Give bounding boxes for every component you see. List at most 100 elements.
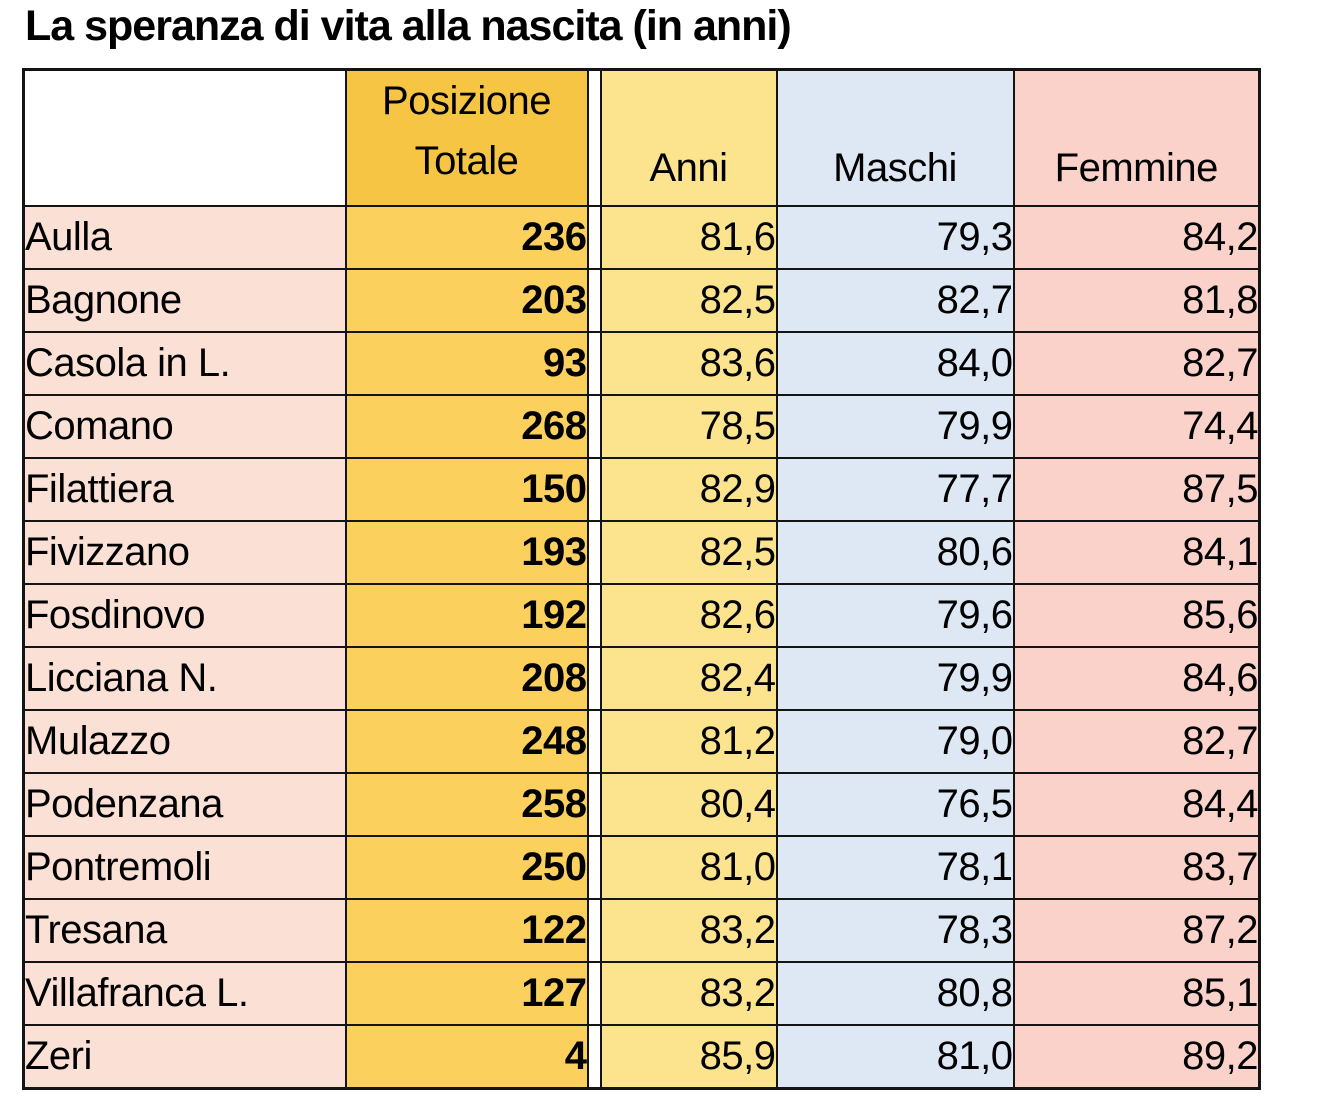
header-cell-anni: Anni [599, 68, 778, 207]
cell-anni: 85,9 [599, 1024, 778, 1089]
cell-anni: 80,4 [599, 772, 778, 837]
cell-femmine: 74,4 [1012, 394, 1261, 459]
cell-posizione: 122 [344, 898, 589, 963]
gap-column-cell [586, 457, 602, 522]
gap-column-cell [586, 646, 602, 711]
cell-anni: 81,6 [599, 205, 778, 270]
table-row: Casola in L. 93 83,6 84,0 82,7 [22, 331, 1261, 396]
table-row: Comano 268 78,5 79,9 74,4 [22, 394, 1261, 459]
cell-anni: 83,2 [599, 898, 778, 963]
cell-maschi: 81,0 [775, 1024, 1015, 1089]
cell-anni: 81,2 [599, 709, 778, 774]
cell-femmine: 84,6 [1012, 646, 1261, 711]
table-row: Filattiera 150 82,9 77,7 87,5 [22, 457, 1261, 522]
cell-femmine: 82,7 [1012, 709, 1261, 774]
cell-name: Aulla [22, 205, 347, 270]
cell-posizione: 193 [344, 520, 589, 585]
cell-maschi: 82,7 [775, 268, 1015, 333]
cell-maschi: 79,9 [775, 394, 1015, 459]
table-row: Podenzana 258 80,4 76,5 84,4 [22, 772, 1261, 837]
cell-anni: 81,0 [599, 835, 778, 900]
table-row: Fivizzano 193 82,5 80,6 84,1 [22, 520, 1261, 585]
cell-posizione: 4 [344, 1024, 589, 1089]
cell-name: Licciana N. [22, 646, 347, 711]
cell-posizione: 250 [344, 835, 589, 900]
header-posizione-line2: Totale [414, 139, 519, 183]
gap-column-cell [586, 520, 602, 585]
cell-anni: 83,6 [599, 331, 778, 396]
cell-maschi: 80,8 [775, 961, 1015, 1026]
header-cell-maschi: Maschi [775, 68, 1015, 207]
cell-anni: 82,6 [599, 583, 778, 648]
cell-femmine: 85,6 [1012, 583, 1261, 648]
gap-column-cell [586, 835, 602, 900]
gap-column-cell [586, 583, 602, 648]
cell-name: Bagnone [22, 268, 347, 333]
cell-posizione: 192 [344, 583, 589, 648]
gap-column-cell [586, 268, 602, 333]
cell-femmine: 83,7 [1012, 835, 1261, 900]
cell-name: Comano [22, 394, 347, 459]
cell-posizione: 150 [344, 457, 589, 522]
gap-column-cell [586, 1024, 602, 1089]
cell-maschi: 79,0 [775, 709, 1015, 774]
cell-name: Villafranca L. [22, 961, 347, 1026]
cell-posizione: 203 [344, 268, 589, 333]
table-row: Fosdinovo 192 82,6 79,6 85,6 [22, 583, 1261, 648]
header-cell-gap [586, 68, 602, 207]
cell-femmine: 82,7 [1012, 331, 1261, 396]
gap-column-cell [586, 961, 602, 1026]
cell-maschi: 78,1 [775, 835, 1015, 900]
header-cell-posizione-totale: Posizione Totale [344, 68, 589, 207]
cell-name: Casola in L. [22, 331, 347, 396]
header-cell-name [22, 68, 347, 207]
cell-femmine: 84,2 [1012, 205, 1261, 270]
header-cell-femmine: Femmine [1012, 68, 1261, 207]
table-row: Bagnone 203 82,5 82,7 81,8 [22, 268, 1261, 333]
cell-posizione: 258 [344, 772, 589, 837]
cell-name: Podenzana [22, 772, 347, 837]
cell-anni: 82,5 [599, 520, 778, 585]
gap-column-cell [586, 898, 602, 963]
gap-column-cell [586, 772, 602, 837]
cell-anni: 82,4 [599, 646, 778, 711]
cell-maschi: 80,6 [775, 520, 1015, 585]
cell-posizione: 93 [344, 331, 589, 396]
cell-name: Mulazzo [22, 709, 347, 774]
cell-maschi: 79,9 [775, 646, 1015, 711]
cell-posizione: 127 [344, 961, 589, 1026]
life-expectancy-table: Posizione Totale Anni Maschi Femmine Aul… [22, 68, 1261, 1090]
table-row: Villafranca L. 127 83,2 80,8 85,1 [22, 961, 1261, 1026]
cell-anni: 82,9 [599, 457, 778, 522]
table-row: Tresana 122 83,2 78,3 87,2 [22, 898, 1261, 963]
table-row: Zeri 4 85,9 81,0 89,2 [22, 1024, 1261, 1089]
cell-anni: 82,5 [599, 268, 778, 333]
cell-name: Filattiera [22, 457, 347, 522]
cell-posizione: 208 [344, 646, 589, 711]
cell-anni: 83,2 [599, 961, 778, 1026]
cell-maschi: 79,3 [775, 205, 1015, 270]
gap-column-cell [586, 709, 602, 774]
cell-maschi: 79,6 [775, 583, 1015, 648]
table-row: Mulazzo 248 81,2 79,0 82,7 [22, 709, 1261, 774]
cell-femmine: 87,2 [1012, 898, 1261, 963]
cell-femmine: 89,2 [1012, 1024, 1261, 1089]
cell-posizione: 248 [344, 709, 589, 774]
cell-femmine: 84,1 [1012, 520, 1261, 585]
cell-femmine: 85,1 [1012, 961, 1261, 1026]
gap-column-cell [586, 331, 602, 396]
cell-name: Fosdinovo [22, 583, 347, 648]
cell-maschi: 84,0 [775, 331, 1015, 396]
cell-name: Fivizzano [22, 520, 347, 585]
cell-femmine: 87,5 [1012, 457, 1261, 522]
cell-posizione: 268 [344, 394, 589, 459]
cell-name: Pontremoli [22, 835, 347, 900]
cell-posizione: 236 [344, 205, 589, 270]
gap-column-cell [586, 394, 602, 459]
page-title: La speranza di vita alla nascita (in ann… [25, 2, 792, 50]
table-header-row: Posizione Totale Anni Maschi Femmine [22, 68, 1261, 207]
table-row: Aulla 236 81,6 79,3 84,2 [22, 205, 1261, 270]
cell-anni: 78,5 [599, 394, 778, 459]
cell-name: Tresana [22, 898, 347, 963]
